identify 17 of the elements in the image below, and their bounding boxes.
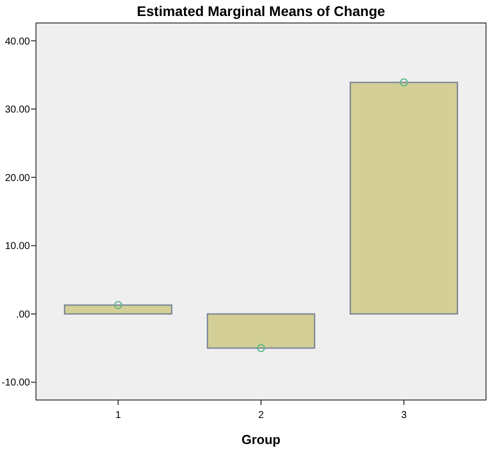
x-tick-label: 3: [401, 410, 408, 421]
point: [256, 344, 266, 352]
y-tick-label: 10.00: [4, 241, 30, 252]
x-axis-title: Group: [242, 432, 281, 447]
bar: [350, 82, 458, 315]
bar: [206, 313, 316, 349]
chart-title: Estimated Marginal Means of Change: [136, 3, 386, 19]
bar: [64, 304, 172, 315]
y-tick-label: 20.00: [4, 172, 30, 184]
y-tick-label: 40.00: [4, 36, 30, 48]
x-tick-label: 1: [115, 410, 122, 421]
y-tick-label: .00: [16, 309, 30, 320]
x-tick-label: 2: [258, 410, 264, 421]
y-tick-label: -10.00: [2, 378, 30, 389]
y-tick-label: 30.00: [4, 104, 30, 116]
point: [114, 300, 122, 310]
point: [400, 78, 408, 87]
